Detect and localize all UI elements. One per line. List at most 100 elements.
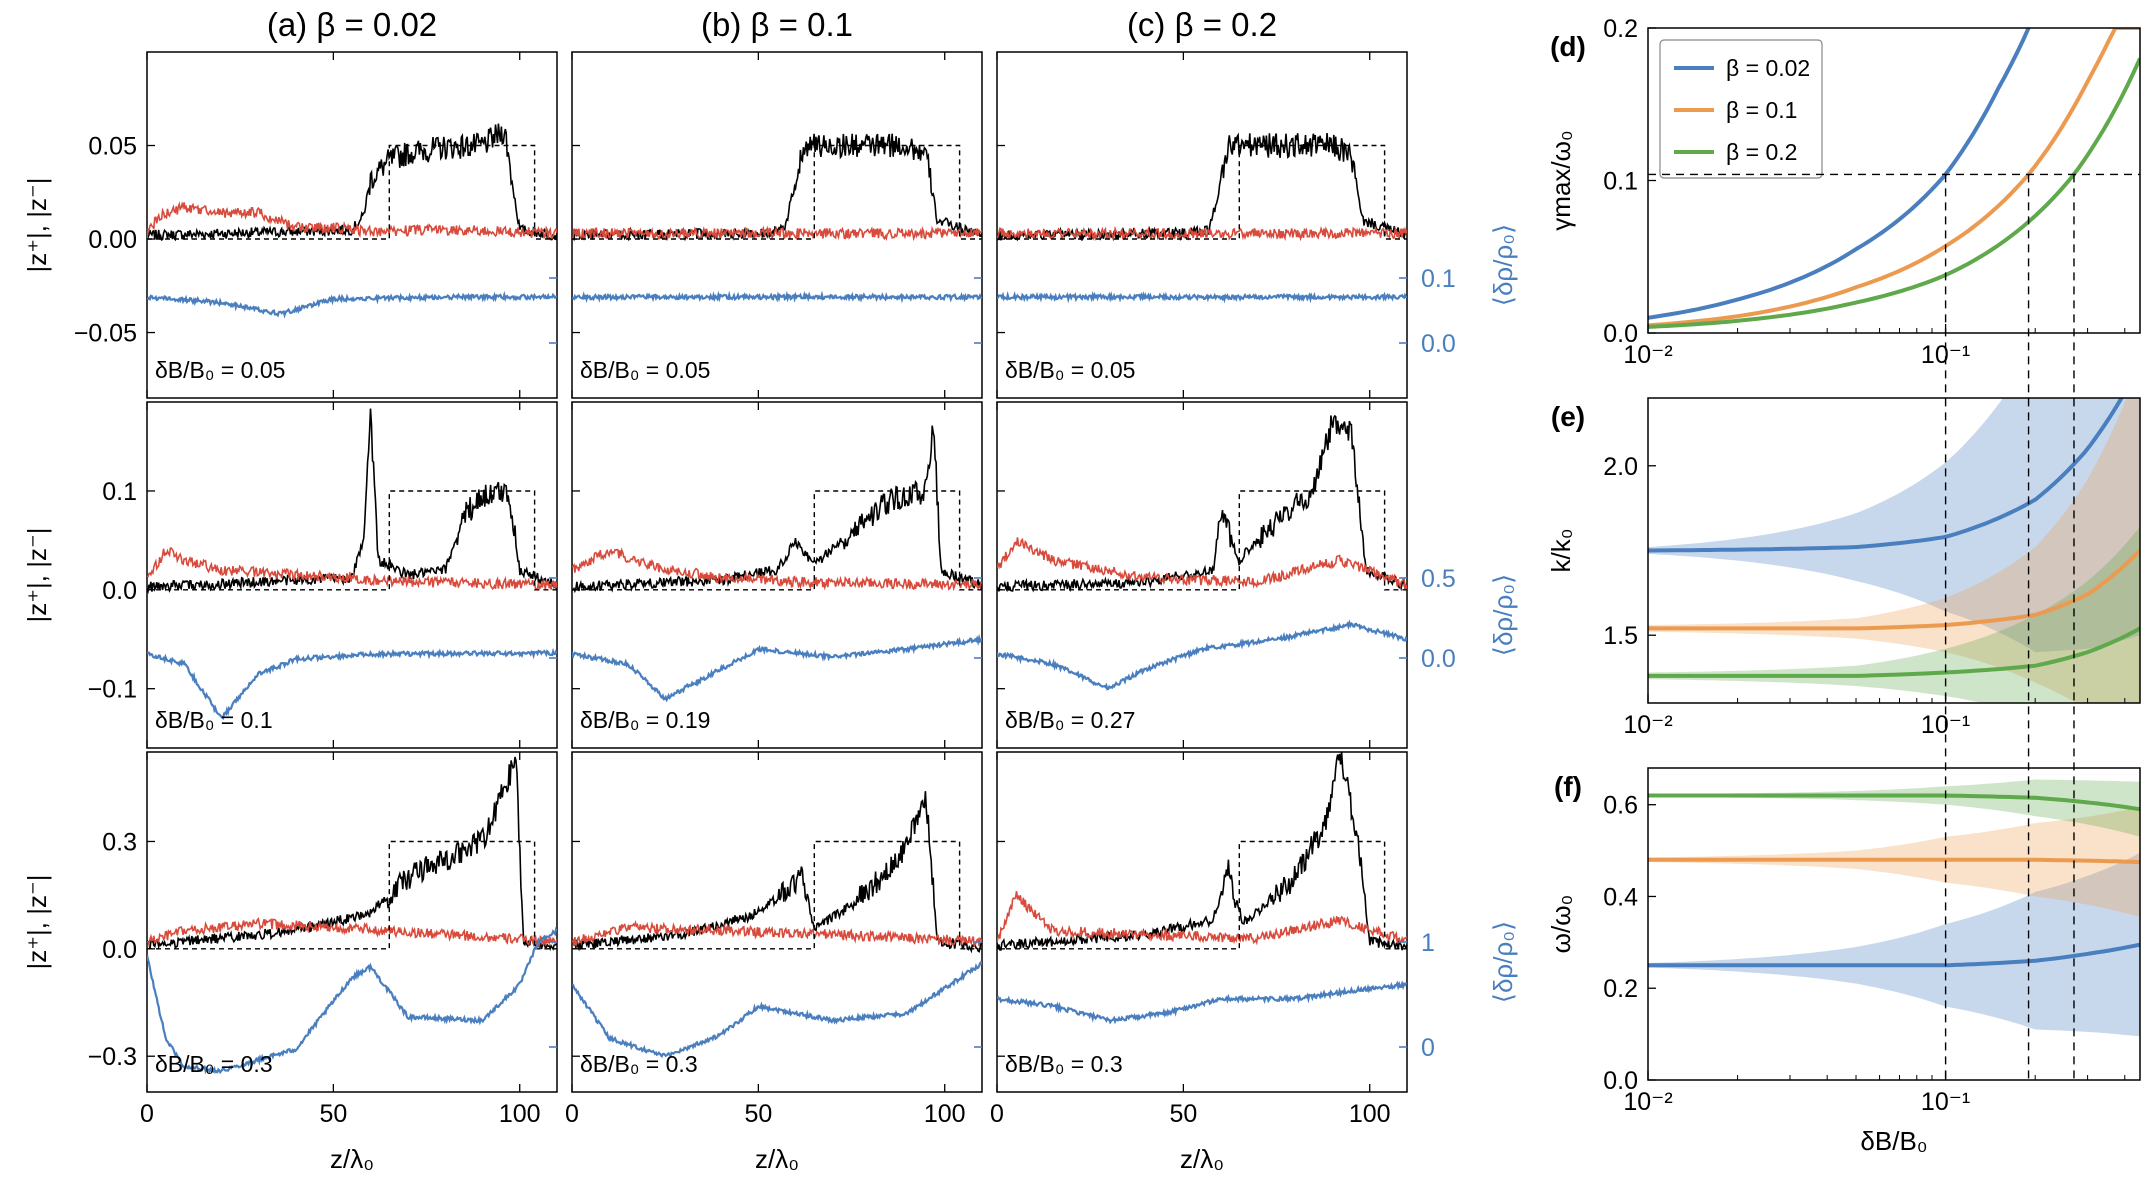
legend: β = 0.02 β = 0.1 β = 0.2: [1659, 39, 1823, 179]
y-tick-label: 0.1: [102, 478, 137, 506]
right-tick-label: 0: [1421, 1034, 1435, 1062]
plot-frame: [146, 51, 558, 399]
initial-profile-line: [147, 840, 557, 950]
y-tick-label: 0.0: [102, 577, 137, 605]
y-axis-label: k/k₀: [1546, 528, 1576, 572]
z-minus-line: [572, 225, 982, 242]
z-plus-line: [147, 756, 557, 952]
x-tick-label: 50: [744, 1100, 772, 1128]
panel-title: (c) β = 0.2: [1127, 6, 1277, 43]
y-tick-label: 0.6: [1603, 792, 1638, 820]
y-tick-label: 0.00: [88, 226, 137, 254]
initial-profile-line: [997, 144, 1407, 240]
legend-label: β = 0.02: [1726, 55, 1810, 81]
x-tick-label: 10⁻¹: [1921, 1088, 1970, 1116]
density-line: [572, 290, 982, 304]
plot-frame: [996, 751, 1408, 1093]
x-tick-label: 50: [1169, 1100, 1197, 1128]
right-axis-label: ⟨δρ/ρ₀⟩: [1488, 921, 1518, 1003]
y-tick-label: 0.0: [102, 936, 137, 964]
y-tick-label: 0.2: [1603, 15, 1638, 43]
subplot: δB/B₀ = 0.27 0.0 0.5 ⟨δρ/ρ₀⟩: [996, 401, 1518, 749]
subplot: δB/B₀ = 0.19: [571, 401, 983, 749]
x-tick-label: 0: [990, 1100, 1004, 1128]
initial-profile-line: [997, 490, 1407, 591]
plot-frame: [1647, 397, 2141, 704]
right-axis-label: ⟨δρ/ρ₀⟩: [1488, 574, 1518, 656]
amplitude-annotation: δB/B₀ = 0.19: [580, 707, 710, 733]
plot-frame: [996, 51, 1408, 399]
right-tick-label: 0.1: [1421, 265, 1456, 293]
panel-letter: (f): [1554, 771, 1582, 802]
beta-series-line: [1648, 626, 2140, 678]
z-minus-line: [147, 917, 557, 948]
x-tick-label: 10⁻²: [1623, 711, 1672, 739]
y-tick-label: −0.05: [74, 320, 137, 348]
y-axis-label: |z⁺|, |z⁻|: [22, 178, 52, 273]
z-plus-line: [572, 791, 982, 954]
density-line: [997, 290, 1407, 304]
z-plus-line: [997, 752, 1407, 951]
x-axis-label: z/λ₀: [330, 1144, 374, 1174]
x-tick-label: 0: [565, 1100, 579, 1128]
beta-series-line: [1648, 398, 2124, 553]
subplot: δB/B₀ = 0.3 −0.3 0.0 0.3 |z⁺|, |z⁻| 0 50 100 z/λ…: [22, 751, 558, 1174]
y-tick-label: −0.1: [88, 676, 137, 704]
z-minus-line: [997, 225, 1407, 242]
beta-series-line: [1648, 857, 2140, 865]
y-axis-label: |z⁺|, |z⁻|: [22, 875, 52, 970]
initial-profile-line: [572, 490, 982, 591]
series-group: [147, 123, 557, 319]
y-tick-label: 0.05: [88, 133, 137, 161]
y-tick-label: 0.2: [1603, 975, 1638, 1003]
x-axis-label: z/λ₀: [755, 1144, 799, 1174]
series-group: [572, 791, 982, 1059]
uncertainty-band: [1648, 526, 2140, 703]
subplot: 0.00.10.210⁻² 10⁻¹(d)γmax/ω₀β = 0.02β = 0…: [1546, 15, 2141, 369]
amplitude-annotation: δB/B₀ = 0.05: [580, 357, 710, 383]
series-group: [1648, 28, 2140, 329]
subplot: δB/B₀ = 0.05: [571, 51, 983, 399]
z-plus-line: [997, 414, 1407, 593]
x-tick-label: 50: [319, 1100, 347, 1128]
plot-frame: [146, 751, 558, 1093]
amplitude-annotation: δB/B₀ = 0.1: [155, 707, 273, 733]
series-group: [147, 756, 557, 1075]
subplot: 1.52.010⁻² 10⁻¹(e)k/k₀: [1546, 397, 2141, 739]
y-tick-label: 0.0: [1603, 320, 1638, 348]
beta-series-line: [1648, 549, 2140, 631]
beta-series-line: [1648, 28, 2140, 328]
density-line: [997, 980, 1407, 1025]
z-plus-line: [572, 425, 982, 594]
z-minus-line: [147, 201, 557, 240]
amplitude-annotation: δB/B₀ = 0.3: [580, 1051, 698, 1077]
plot-frame: [146, 401, 558, 749]
panel-letter: (e): [1551, 401, 1585, 432]
x-axis-label: z/λ₀: [1180, 1144, 1224, 1174]
y-axis-label: |z⁺|, |z⁻|: [22, 528, 52, 623]
beta-series-line: [1648, 942, 2140, 968]
density-line: [147, 290, 557, 319]
uncertainty-band: [1648, 852, 2140, 1037]
series-group: [572, 133, 982, 304]
y-tick-label: 2.0: [1603, 453, 1638, 481]
y-tick-label: 0.1: [1603, 168, 1638, 196]
density-line: [997, 619, 1407, 691]
x-axis-label: δB/B₀: [1860, 1126, 1927, 1156]
z-minus-line: [572, 919, 982, 948]
y-tick-label: 0.4: [1603, 883, 1638, 911]
uncertainty-band: [1648, 807, 2140, 918]
legend-box: [1659, 39, 1823, 179]
uncertainty-band: [1648, 398, 2140, 653]
right-tick-label: 0.5: [1421, 565, 1456, 593]
x-tick-label: 10⁻²: [1623, 341, 1672, 369]
series-group: [572, 425, 982, 703]
x-tick-label: 100: [1349, 1100, 1391, 1128]
series-group: [997, 414, 1407, 691]
y-axis-label: γmax/ω₀: [1546, 130, 1576, 230]
plot-frame: [996, 401, 1408, 749]
x-tick-label: 10⁻²: [1623, 1088, 1672, 1116]
plot-frame: [571, 51, 983, 399]
beta-series-line: [1648, 28, 2031, 320]
